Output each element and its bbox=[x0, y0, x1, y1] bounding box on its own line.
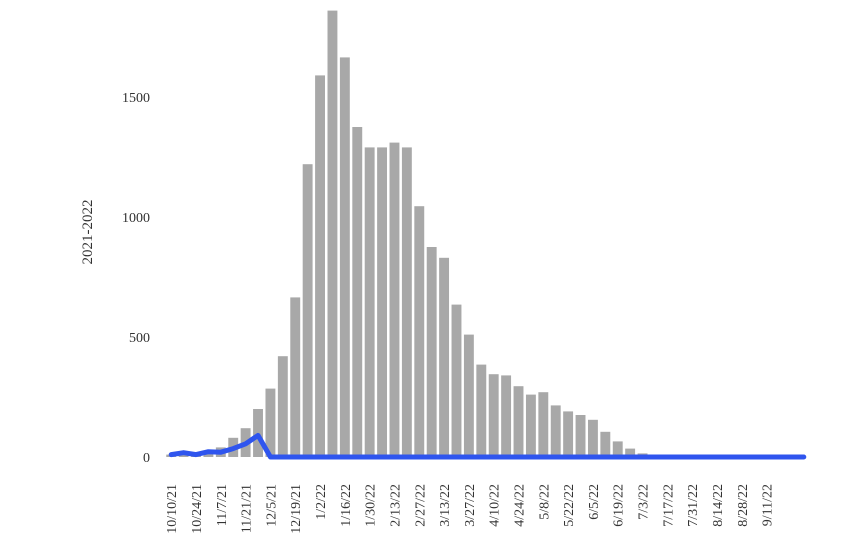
bar bbox=[488, 374, 499, 457]
x-tick-label: 5/8/22 bbox=[537, 484, 552, 520]
bar bbox=[587, 419, 598, 457]
y-axis-title: 2021-2022 bbox=[80, 200, 96, 265]
x-tick-label: 11/21/21 bbox=[240, 484, 255, 533]
bar bbox=[563, 411, 574, 457]
y-tick-label: 1000 bbox=[122, 211, 150, 226]
bar bbox=[463, 334, 474, 457]
bar bbox=[339, 57, 350, 458]
bar bbox=[538, 392, 549, 457]
bar bbox=[625, 448, 636, 457]
bar bbox=[401, 147, 412, 457]
x-tick-label: 2/13/22 bbox=[388, 484, 403, 527]
x-tick-label: 1/30/22 bbox=[364, 484, 379, 527]
x-tick-label: 3/27/22 bbox=[463, 484, 478, 527]
x-tick-label: 12/5/21 bbox=[264, 484, 279, 527]
bar bbox=[600, 431, 611, 457]
bar bbox=[327, 10, 338, 457]
x-tick-label: 11/7/21 bbox=[215, 484, 230, 526]
x-tick-label: 7/17/22 bbox=[661, 484, 676, 527]
x-tick-label: 2/27/22 bbox=[413, 484, 428, 527]
series-line bbox=[168, 432, 807, 460]
bar bbox=[414, 206, 425, 457]
y-tick-label: 1500 bbox=[122, 91, 150, 106]
x-tick-label: 1/2/22 bbox=[314, 484, 329, 520]
y-axis-ticks: 0 500 1000 1500 bbox=[122, 91, 150, 466]
x-axis-ticks: 10/10/21 10/24/21 11/7/21 11/21/21 12/5/21 12… bbox=[165, 484, 775, 534]
bar bbox=[315, 75, 325, 458]
bar bbox=[426, 247, 437, 457]
x-tick-label: 10/24/21 bbox=[190, 484, 205, 534]
x-tick-label: 4/10/22 bbox=[488, 484, 503, 527]
bar bbox=[501, 375, 512, 457]
bar bbox=[302, 164, 313, 457]
x-tick-label: 10/10/21 bbox=[165, 484, 180, 534]
bar bbox=[364, 147, 375, 457]
bar-series bbox=[166, 10, 660, 458]
x-tick-label: 7/31/22 bbox=[686, 484, 701, 527]
line-series bbox=[168, 432, 807, 460]
bar bbox=[352, 127, 363, 457]
bar bbox=[439, 257, 450, 457]
bar bbox=[525, 394, 536, 457]
bar bbox=[451, 304, 462, 457]
bar bbox=[277, 356, 288, 457]
bar bbox=[476, 364, 487, 457]
bar bbox=[377, 147, 388, 457]
bar bbox=[612, 441, 623, 457]
x-tick-label: 6/5/22 bbox=[587, 484, 602, 520]
x-tick-label: 6/19/22 bbox=[612, 484, 627, 527]
bar bbox=[389, 142, 400, 457]
y-tick-label: 0 bbox=[143, 451, 150, 466]
x-tick-label: 3/13/22 bbox=[438, 484, 453, 527]
y-tick-label: 500 bbox=[129, 331, 150, 346]
bar bbox=[265, 388, 276, 457]
x-tick-label: 1/16/22 bbox=[339, 484, 354, 527]
x-tick-label: 4/24/22 bbox=[513, 484, 528, 527]
x-tick-label: 12/19/21 bbox=[289, 484, 304, 534]
x-tick-label: 8/28/22 bbox=[736, 484, 751, 527]
bar bbox=[550, 405, 561, 457]
x-tick-label: 7/3/22 bbox=[637, 484, 652, 520]
x-tick-label: 5/22/22 bbox=[562, 484, 577, 527]
x-tick-label: 9/11/22 bbox=[761, 484, 776, 526]
bar bbox=[575, 415, 586, 457]
bar bbox=[513, 386, 524, 457]
x-tick-label: 8/14/22 bbox=[711, 484, 726, 527]
bar bbox=[290, 297, 301, 457]
